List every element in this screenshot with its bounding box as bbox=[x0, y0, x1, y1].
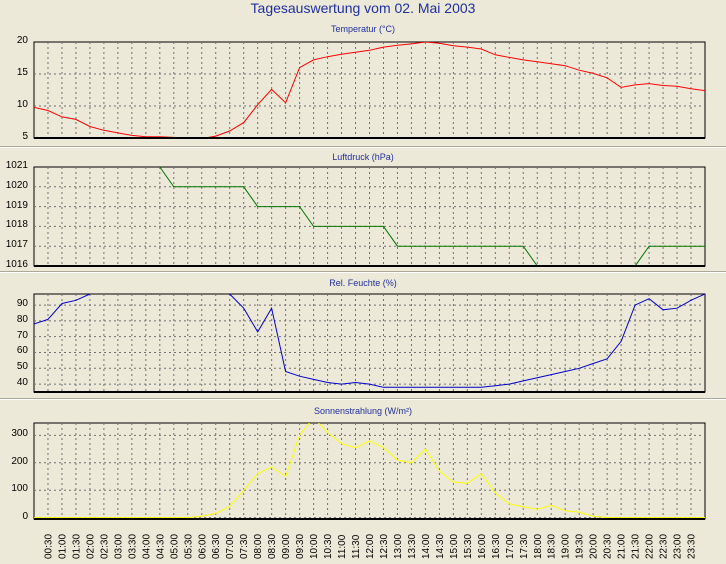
x-tick-label: 15:30 bbox=[463, 534, 474, 559]
x-tick-label: 11:00 bbox=[337, 534, 348, 559]
y-tick-label: 1016 bbox=[5, 259, 28, 270]
y-tick-label: 1018 bbox=[5, 219, 28, 231]
x-tick-label: 16:30 bbox=[491, 534, 502, 559]
panel-separator bbox=[0, 271, 726, 273]
solar-panel-title: Sonnenstrahlung (W/m²) bbox=[313, 406, 413, 416]
x-tick-label: 21:00 bbox=[617, 534, 628, 559]
x-tick-label: 20:00 bbox=[589, 534, 600, 559]
x-tick-label: 13:00 bbox=[393, 534, 404, 559]
x-tick-label: 14:00 bbox=[421, 534, 432, 559]
series-line bbox=[34, 294, 705, 388]
x-tick-label: 01:30 bbox=[71, 534, 82, 559]
panel-separator bbox=[0, 398, 726, 400]
x-tick-label: 07:00 bbox=[225, 534, 236, 559]
x-tick-label: 01:00 bbox=[58, 534, 69, 559]
y-tick-label: 10 bbox=[16, 99, 28, 110]
x-tick-label: 18:00 bbox=[533, 534, 544, 559]
x-tick-label: 18:30 bbox=[547, 534, 558, 559]
y-tick-label: 100 bbox=[11, 483, 28, 495]
x-tick-label: 10:30 bbox=[323, 534, 334, 559]
series-line bbox=[34, 423, 705, 519]
x-tick-label: 06:00 bbox=[197, 534, 208, 559]
x-tick-label: 03:00 bbox=[113, 534, 124, 559]
x-tick-label: 07:30 bbox=[239, 534, 250, 559]
x-tick-label: 09:30 bbox=[295, 534, 306, 559]
x-tick-label: 16:00 bbox=[477, 534, 488, 559]
x-tick-label: 12:00 bbox=[365, 534, 376, 559]
x-tick-label: 00:30 bbox=[44, 534, 55, 559]
y-tick-label: 1020 bbox=[5, 179, 28, 191]
x-tick-label: 15:00 bbox=[449, 534, 460, 559]
y-tick-label: 20 bbox=[16, 35, 28, 46]
humidity-panel-title: Rel. Feuchte (%) bbox=[329, 278, 397, 288]
x-tick-label: 23:30 bbox=[687, 534, 698, 559]
y-tick-label: 1021 bbox=[5, 160, 28, 171]
x-tick-label: 14:30 bbox=[435, 534, 446, 559]
x-tick-label: 21:30 bbox=[631, 534, 642, 559]
panel-separator bbox=[0, 146, 726, 148]
x-tick-label: 22:30 bbox=[659, 534, 670, 559]
pressure-panel-title: Luftdruck (hPa) bbox=[332, 152, 394, 162]
plot-area bbox=[33, 166, 706, 267]
x-tick-label: 22:00 bbox=[645, 534, 656, 559]
plot-area bbox=[33, 293, 706, 393]
series-line bbox=[159, 167, 705, 266]
y-tick-label: 5 bbox=[22, 131, 28, 142]
y-tick-label: 200 bbox=[11, 455, 28, 467]
y-tick-label: 40 bbox=[16, 377, 28, 389]
y-tick-label: 70 bbox=[16, 329, 28, 341]
x-tick-label: 03:30 bbox=[127, 534, 138, 559]
y-tick-label: 60 bbox=[16, 345, 28, 357]
x-tick-label: 12:30 bbox=[379, 534, 390, 559]
x-tick-label: 04:30 bbox=[155, 534, 166, 559]
y-tick-label: 90 bbox=[16, 298, 28, 310]
x-tick-label: 20:30 bbox=[603, 534, 614, 559]
x-tick-label: 06:30 bbox=[211, 534, 222, 559]
temperature-panel-title: Temperatur (°C) bbox=[330, 24, 396, 34]
y-tick-label: 50 bbox=[16, 361, 28, 373]
y-tick-label: 80 bbox=[16, 313, 28, 325]
x-tick-label: 02:30 bbox=[99, 534, 110, 559]
x-tick-label: 05:30 bbox=[183, 534, 194, 559]
x-tick-label: 09:00 bbox=[281, 534, 292, 559]
x-tick-label: 17:30 bbox=[519, 534, 530, 559]
y-tick-label: 300 bbox=[11, 428, 28, 440]
y-tick-label: 0 bbox=[22, 510, 28, 522]
y-tick-label: 1019 bbox=[5, 199, 28, 211]
x-tick-label: 04:00 bbox=[141, 534, 152, 559]
x-tick-label: 08:30 bbox=[267, 534, 278, 559]
x-tick-label: 17:00 bbox=[505, 534, 516, 559]
y-tick-label: 15 bbox=[16, 67, 28, 78]
x-tick-label: 11:30 bbox=[351, 534, 362, 559]
x-tick-label: 23:00 bbox=[673, 534, 684, 559]
x-tick-label: 19:00 bbox=[561, 534, 572, 559]
page-title: Tagesauswertung vom 02. Mai 2003 bbox=[250, 0, 476, 16]
x-tick-label: 08:00 bbox=[253, 534, 264, 559]
x-tick-label: 02:00 bbox=[85, 534, 96, 559]
series-line bbox=[34, 42, 705, 138]
x-tick-label: 19:30 bbox=[575, 534, 586, 559]
y-tick-label: 1017 bbox=[5, 239, 28, 251]
x-tick-label: 10:00 bbox=[309, 534, 320, 559]
x-tick-label: 13:30 bbox=[407, 534, 418, 559]
x-tick-label: 05:00 bbox=[169, 534, 180, 559]
